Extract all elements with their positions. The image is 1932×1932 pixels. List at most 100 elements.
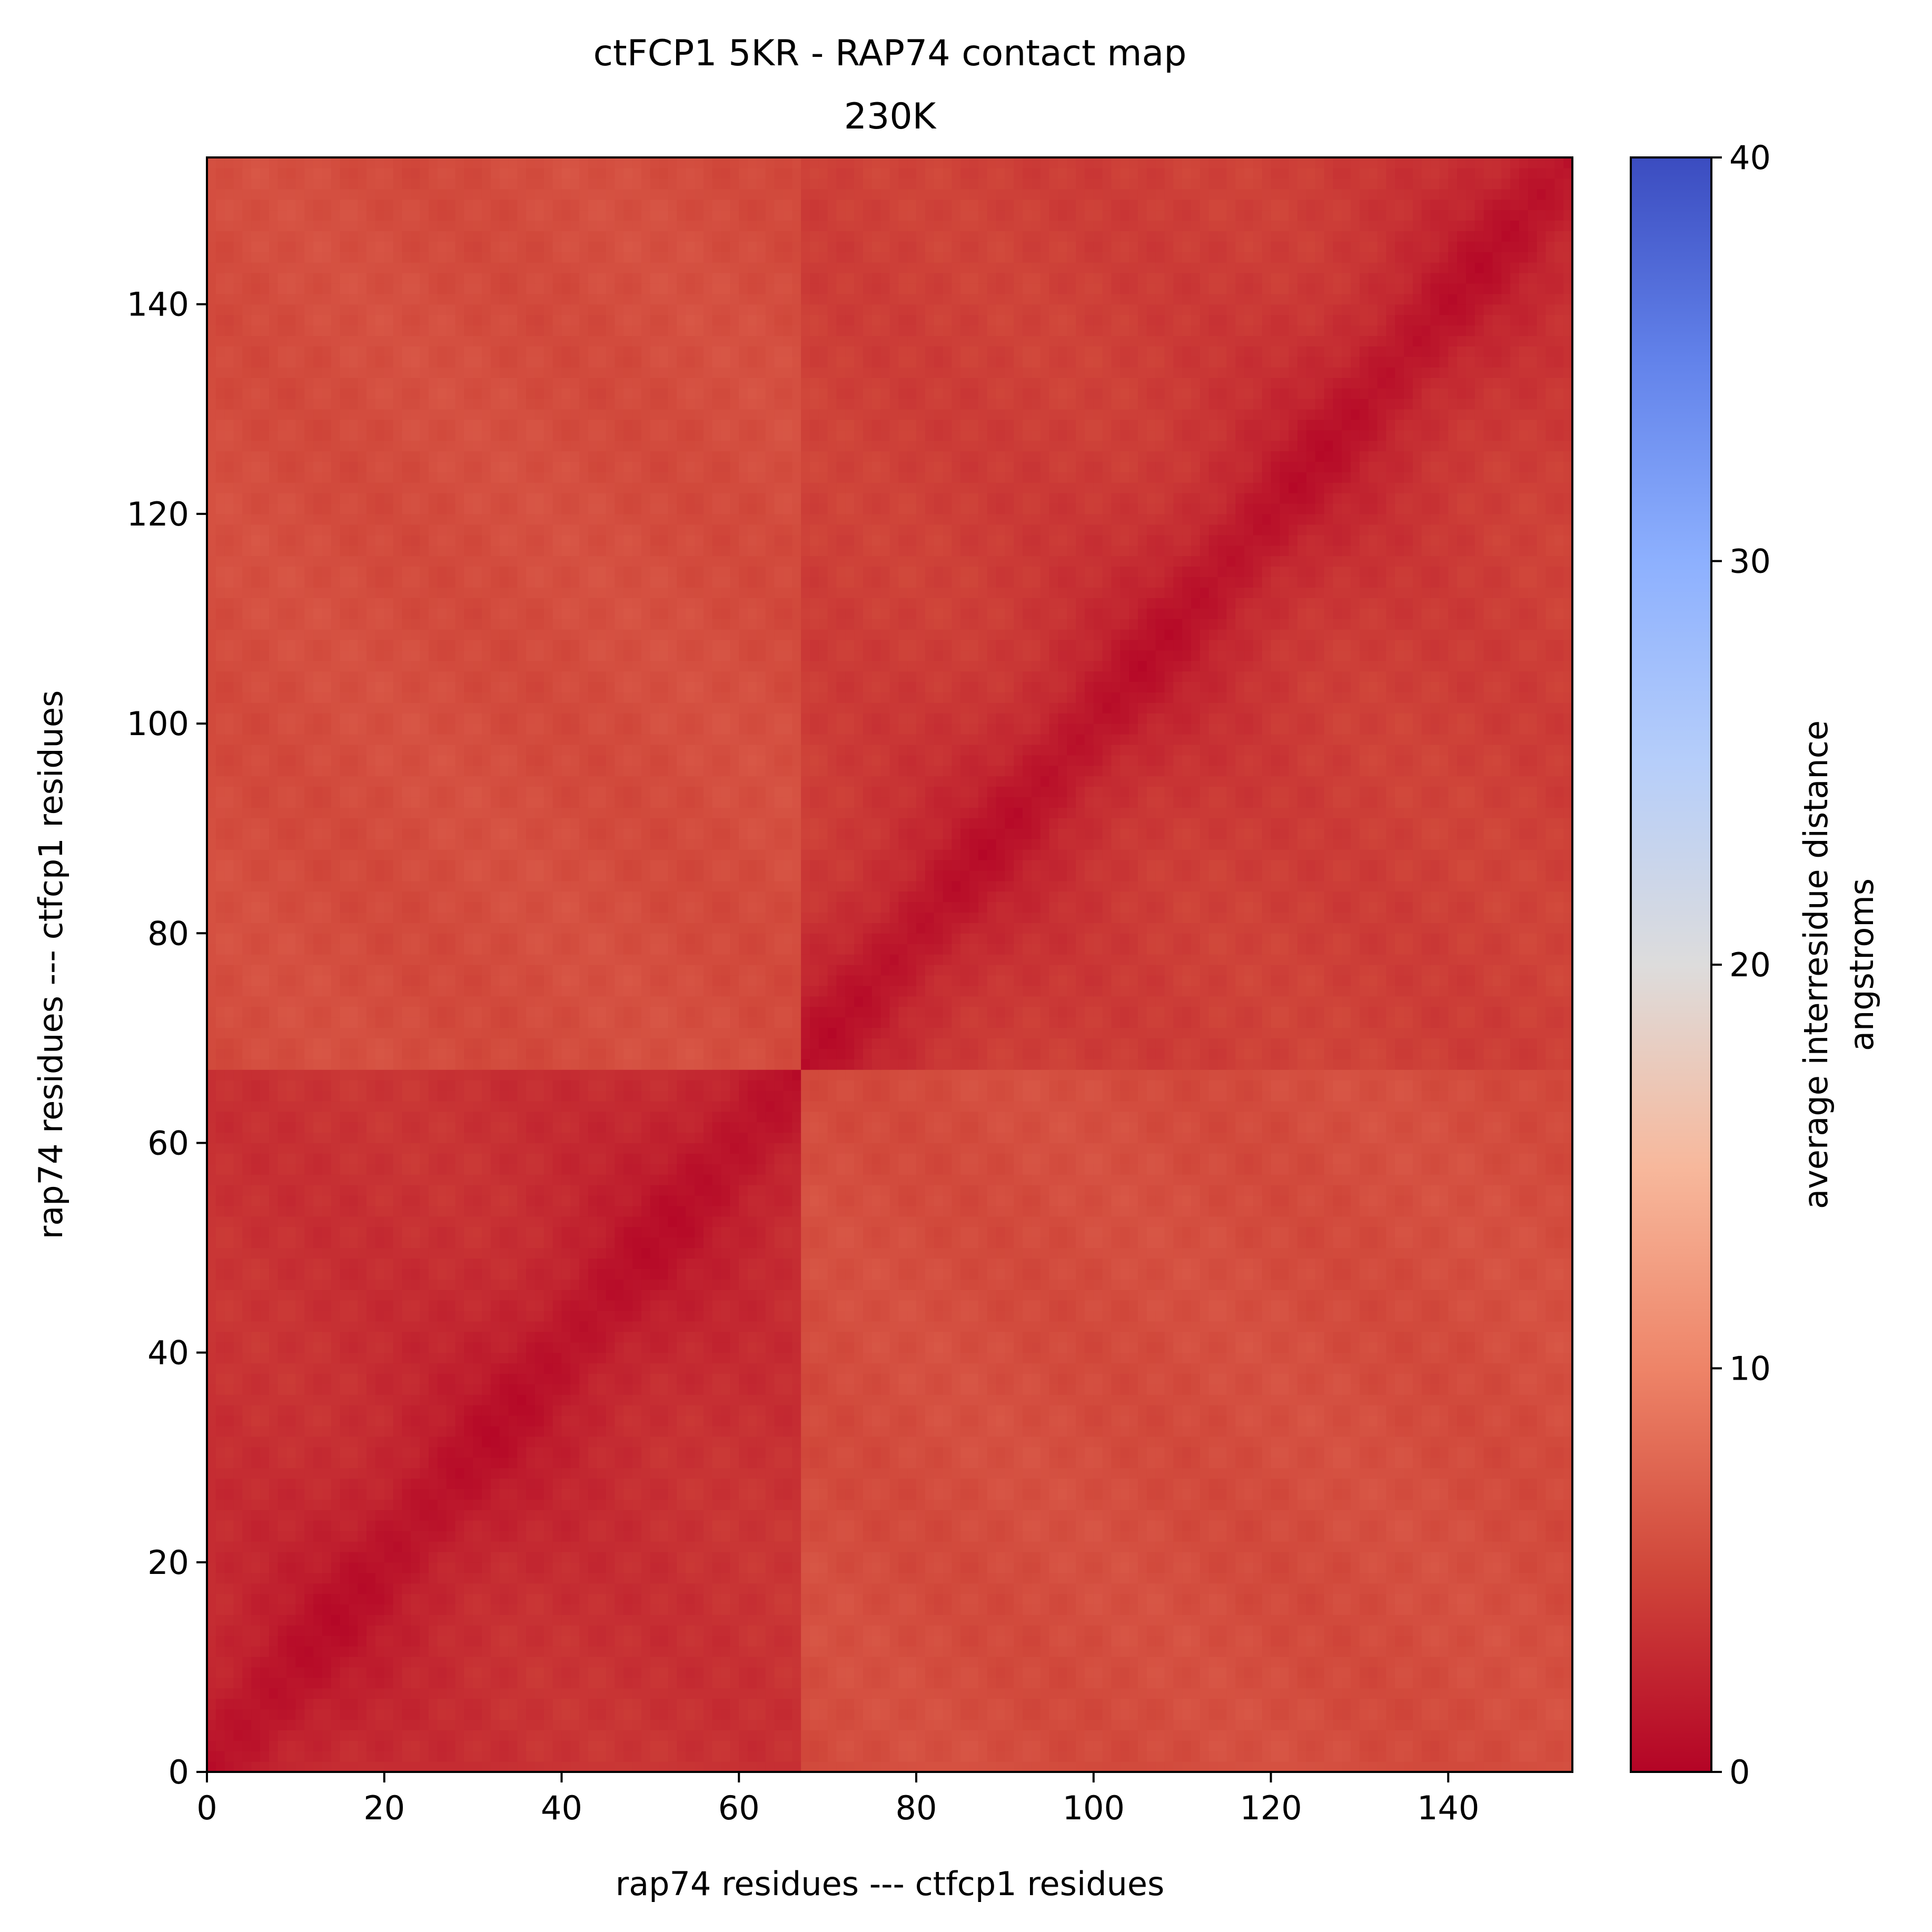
heatmap-cell <box>411 1646 420 1657</box>
heatmap-cell <box>801 1751 810 1762</box>
heatmap-cell <box>1067 1520 1076 1531</box>
heatmap-cell <box>242 1593 252 1605</box>
heatmap-cell <box>420 1604 429 1615</box>
heatmap-cell <box>783 1657 792 1668</box>
heatmap-cell <box>464 1572 473 1584</box>
heatmap-cell <box>1510 1614 1520 1626</box>
heatmap-cell <box>606 1446 616 1458</box>
heatmap-cell <box>1465 1593 1475 1605</box>
heatmap-cell <box>1377 1583 1387 1594</box>
heatmap-cell <box>1492 1436 1502 1448</box>
heatmap-cell <box>508 1761 518 1772</box>
heatmap-cell <box>1173 1436 1183 1448</box>
heatmap-cell <box>1563 1489 1572 1500</box>
heatmap-cell <box>1076 1520 1085 1531</box>
heatmap-cell <box>960 1457 970 1469</box>
heatmap-cell <box>1297 1636 1307 1647</box>
heatmap-cell <box>925 1604 935 1615</box>
heatmap-cell <box>233 1510 243 1521</box>
heatmap-cell <box>1137 1636 1147 1647</box>
heatmap-cell <box>1146 1604 1156 1615</box>
heatmap-cell <box>1182 1520 1192 1531</box>
heatmap-cell <box>313 1761 323 1772</box>
heatmap-cell <box>215 1657 225 1668</box>
heatmap-cell <box>251 1446 261 1458</box>
heatmap-cell <box>517 1436 527 1448</box>
heatmap-cell <box>393 1657 403 1668</box>
heatmap-cell <box>481 1761 491 1772</box>
heatmap-cell <box>1421 1446 1431 1458</box>
heatmap-cell <box>366 1688 376 1699</box>
heatmap-cell <box>1306 1531 1316 1542</box>
heatmap-cell <box>526 1604 536 1615</box>
heatmap-cell <box>1049 1562 1059 1573</box>
heatmap-cell <box>960 1499 970 1510</box>
heatmap-cell <box>1412 1719 1422 1730</box>
heatmap-cell <box>1023 1510 1032 1521</box>
heatmap-cell <box>952 1614 961 1626</box>
heatmap-cell <box>455 1667 464 1678</box>
heatmap-cell <box>481 1751 491 1762</box>
heatmap-cell <box>1492 1468 1502 1479</box>
heatmap-cell <box>1031 1646 1041 1657</box>
heatmap-cell <box>871 1551 881 1563</box>
heatmap-cell <box>1528 1719 1538 1730</box>
heatmap-cell <box>889 1740 899 1751</box>
heatmap-cell <box>393 1751 403 1762</box>
heatmap-cell <box>1483 1446 1493 1458</box>
heatmap-cell <box>1421 1709 1431 1720</box>
heatmap-cell <box>615 1667 624 1678</box>
heatmap-cell <box>437 1614 447 1626</box>
heatmap-cell <box>641 1593 651 1605</box>
heatmap-cell <box>969 1572 979 1584</box>
heatmap-cell <box>1023 1761 1032 1772</box>
heatmap-cell <box>818 1636 828 1647</box>
heatmap-cell <box>1191 1551 1201 1563</box>
heatmap-cell <box>286 1520 296 1531</box>
heatmap-cell <box>1342 1468 1351 1479</box>
heatmap-cell <box>1315 1489 1325 1500</box>
heatmap-cell <box>420 1520 429 1531</box>
heatmap-cell <box>1244 1740 1254 1751</box>
heatmap-cell <box>1528 1478 1538 1490</box>
heatmap-cell <box>384 1583 394 1594</box>
heatmap-cell <box>340 1510 349 1521</box>
heatmap-cell <box>1501 1436 1511 1448</box>
heatmap-cell <box>1049 1657 1059 1668</box>
heatmap-cell <box>871 1698 881 1710</box>
heatmap-cell <box>756 1657 766 1668</box>
heatmap-cell <box>517 1551 527 1563</box>
heatmap-cell <box>437 1740 447 1751</box>
heatmap-cell <box>1545 1489 1555 1500</box>
heatmap-cell <box>1421 1457 1431 1469</box>
heatmap-cell <box>1554 1510 1564 1521</box>
heatmap-cell <box>322 1677 332 1689</box>
heatmap-cell <box>1359 1572 1369 1584</box>
heatmap-cell <box>792 1604 801 1615</box>
heatmap-cell <box>1430 1551 1440 1563</box>
heatmap-cell <box>366 1520 376 1531</box>
heatmap-cell <box>774 1667 784 1678</box>
heatmap-cell <box>765 1625 775 1636</box>
heatmap-cell <box>952 1709 961 1720</box>
heatmap-cell <box>668 1478 677 1490</box>
heatmap-cell <box>1368 1604 1378 1615</box>
heatmap-cell <box>534 1677 544 1689</box>
heatmap-cell <box>818 1436 828 1448</box>
heatmap-cell <box>534 1426 544 1437</box>
heatmap-cell <box>1146 1698 1156 1710</box>
heatmap-cell <box>792 1551 801 1563</box>
heatmap-cell <box>260 1499 270 1510</box>
heatmap-cell <box>233 1541 243 1552</box>
heatmap-cell <box>650 1583 660 1594</box>
heatmap-cell <box>641 1436 651 1448</box>
heatmap-cell <box>871 1541 881 1552</box>
heatmap-cell <box>420 1593 429 1605</box>
heatmap-cell <box>623 1636 633 1647</box>
heatmap-cell <box>1377 1688 1387 1699</box>
heatmap-cell <box>668 1426 677 1437</box>
heatmap-cell <box>1102 1562 1112 1573</box>
heatmap-cell <box>1333 1562 1342 1573</box>
heatmap-cell <box>215 1730 225 1741</box>
heatmap-cell <box>1412 1698 1422 1710</box>
